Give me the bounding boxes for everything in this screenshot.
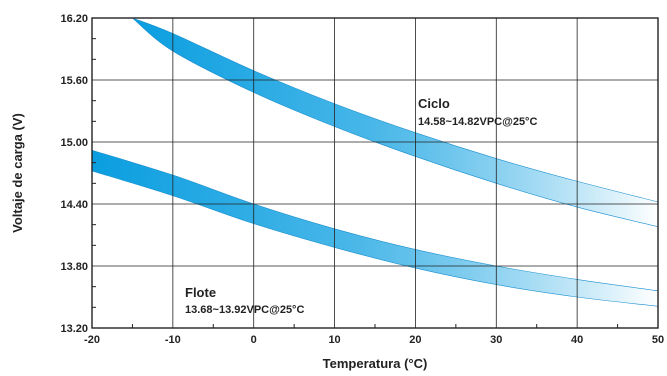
x-tick-label: 40 [571, 334, 583, 346]
x-axis-title: Temperatura (°C) [323, 356, 428, 371]
band-flote [91, 149, 659, 307]
band-label-ciclo: Ciclo [418, 96, 450, 111]
y-tick-label: 13.80 [60, 261, 88, 273]
grid-layer [91, 17, 659, 329]
x-tick-label: 10 [328, 334, 340, 346]
y-tick-label: 15.60 [60, 75, 88, 87]
band-spec-ciclo: 14.58~14.82VPC@25°C [418, 116, 537, 128]
x-tick-label: -10 [165, 334, 181, 346]
plot-frame [91, 17, 659, 329]
x-tick-label: 30 [490, 334, 502, 346]
x-tick-label: 0 [251, 334, 257, 346]
y-tick-label: 16.20 [60, 13, 88, 25]
bands-layer [91, 17, 659, 307]
annotations: Ciclo 14.58~14.82VPC@25°C Flote 13.68~13.92… [185, 96, 537, 316]
y-tick-label: 14.40 [60, 199, 88, 211]
x-tick-label: 50 [652, 334, 664, 346]
band-label-flote: Flote [185, 285, 216, 300]
y-axis-title: Voltaje de carga (V) [10, 113, 25, 233]
tick-labels: -20 -10 0 10 20 30 40 50 13.20 13.80 14.40 15.00 15.… [60, 13, 664, 346]
y-tick-label: 13.20 [60, 323, 88, 335]
band-spec-flote: 13.68~13.92VPC@25°C [185, 304, 304, 316]
x-tick-label: 20 [409, 334, 421, 346]
y-tick-label: 15.00 [60, 137, 88, 149]
x-tick-label: -20 [84, 334, 100, 346]
